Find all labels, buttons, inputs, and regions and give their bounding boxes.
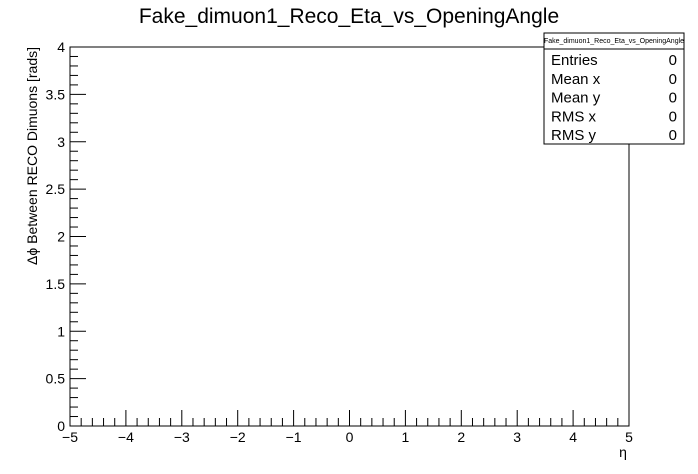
x-tick-label: −3 <box>174 429 190 445</box>
x-tick-label: 2 <box>457 429 465 445</box>
stats-box-rows: Entries 0 Mean x 0 Mean y 0 RMS x 0 RMS y 0 <box>551 52 677 144</box>
y-axis-ticks <box>70 46 86 427</box>
stats-box-frame <box>543 32 685 145</box>
y-tick-label: 0 <box>57 418 65 434</box>
stats-label: Mean y <box>551 90 601 107</box>
x-tick-label: 1 <box>402 429 410 445</box>
stats-value: 0 <box>669 90 677 107</box>
y-axis-tick-labels: 0 0.5 1 1.5 2 2.5 3 3.5 4 <box>46 39 66 434</box>
y-tick-label: 2.5 <box>46 181 66 197</box>
y-tick-label: 3.5 <box>46 86 66 102</box>
stats-label: Mean x <box>551 71 601 88</box>
y-tick-label: 0.5 <box>46 371 66 387</box>
x-tick-label: 4 <box>569 429 577 445</box>
x-tick-label: −5 <box>62 429 78 445</box>
x-tick-label: −1 <box>286 429 302 445</box>
stats-value: 0 <box>669 108 677 125</box>
x-tick-label: 5 <box>625 429 633 445</box>
x-tick-label: −2 <box>230 429 246 445</box>
stats-label: RMS x <box>551 108 597 125</box>
x-tick-label: 0 <box>346 429 354 445</box>
stats-value: 0 <box>669 71 677 88</box>
x-tick-label: −4 <box>118 429 134 445</box>
y-tick-label: 4 <box>57 39 65 55</box>
y-tick-label: 1 <box>57 323 65 339</box>
x-axis-tick-labels: −5 −4 −3 −2 −1 0 1 2 3 4 5 <box>62 429 633 445</box>
stats-label: Entries <box>551 52 598 69</box>
stats-value: 0 <box>669 127 677 144</box>
y-axis-title: Δϕ Between RECO Dimuons [rads] <box>24 47 40 265</box>
y-tick-label: 2 <box>57 229 65 245</box>
x-axis-ticks <box>69 410 630 426</box>
y-tick-label: 1.5 <box>46 276 66 292</box>
chart-title: Fake_dimuon1_Reco_Eta_vs_OpeningAngle <box>139 5 559 28</box>
x-tick-label: 3 <box>513 429 521 445</box>
stats-value: 0 <box>669 52 677 69</box>
x-axis-title: η <box>619 444 627 460</box>
y-tick-label: 3 <box>57 134 65 150</box>
stats-box-title: Fake_dimuon1_Reco_Eta_vs_OpeningAngle <box>544 38 684 45</box>
stats-label: RMS y <box>551 127 597 144</box>
stats-box: Fake_dimuon1_Reco_Eta_vs_OpeningAngle En… <box>543 32 685 145</box>
